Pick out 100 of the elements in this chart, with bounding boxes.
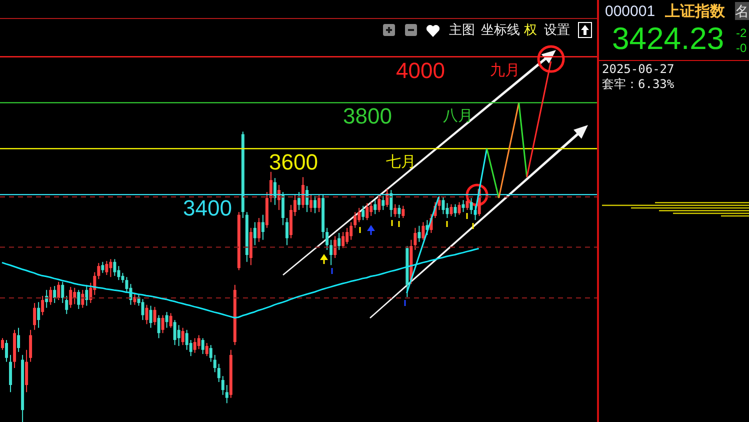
candlestick [398,204,401,219]
candlestick [161,314,164,334]
candlestick [97,262,100,280]
candlestick [257,218,260,242]
candlestick [65,295,68,315]
text: 上证指数 [665,3,725,20]
candlestick [310,194,313,213]
candlestick [470,198,473,215]
candlestick [370,202,373,216]
candlestick [17,327,20,352]
candlestick [201,338,204,355]
candlestick [73,287,76,305]
candlestick [314,195,317,214]
ref-line-label: 3800 [343,104,392,129]
candlestick [358,207,361,223]
candlestick [297,192,300,210]
candlestick [221,376,224,396]
candlestick [217,363,220,383]
candlestick [1,338,4,350]
candlestick [181,327,184,346]
candlestick [253,222,256,246]
candlestick [366,202,369,221]
annotation: 七月 [386,154,416,171]
text: 000001 [605,3,656,20]
candlestick [121,272,124,284]
candlestick [354,212,357,228]
candlestick [330,239,333,266]
candlestick [209,344,212,362]
candlestick [338,232,341,250]
text: 套牢：6.33% [602,77,674,92]
candlestick [462,200,465,213]
ref-line-label: 3600 [269,150,318,175]
candlestick [418,225,421,242]
candlestick [53,286,56,304]
annotation: 九月 [490,62,520,79]
candlestick [269,171,272,203]
text: -2 [736,26,747,40]
candlestick [197,334,200,350]
candlestick [285,218,288,246]
candlestick [346,227,349,244]
candlestick [446,202,449,219]
candlestick [193,338,196,354]
candlestick [442,196,445,215]
candlestick [342,232,345,249]
candlestick [9,354,12,393]
candlestick [185,329,188,350]
annotation: 坐标线 [481,22,520,38]
candlestick [69,286,72,308]
candlestick [281,192,284,226]
annotation: 八月 [443,108,473,125]
candlestick [458,202,461,216]
candlestick [105,260,108,276]
candlestick [414,227,417,250]
candlestick [149,305,152,328]
candlestick [378,194,381,213]
annotation: 主图 [449,22,475,38]
candlestick [450,204,453,216]
candlestick [81,289,84,308]
candlestick [101,261,104,274]
text: -0 [736,41,747,56]
candlestick [350,222,353,240]
candlestick [133,293,136,306]
candlestick [177,324,180,346]
candlestick [109,258,112,278]
candlestick [225,384,228,404]
candlestick [41,295,44,316]
candlestick [85,284,88,306]
candlestick [29,329,32,362]
candlestick [145,304,148,325]
candlestick [438,195,441,210]
candlestick [390,189,393,218]
candlestick [402,205,405,219]
candlestick [37,302,40,328]
annotation: 设置 [544,22,570,38]
candlestick [157,314,160,339]
candlestick [273,178,276,206]
candlestick [113,258,116,276]
text: 3424.23 [612,21,724,56]
candlestick [318,194,321,213]
candlestick [165,311,168,328]
candlestick [25,349,28,393]
candlestick [374,200,377,215]
ref-line-label: 3400 [183,196,232,221]
candlestick [169,312,172,328]
candlestick [77,289,80,310]
candlestick [49,286,52,306]
annotation: 权 [524,22,537,38]
candlestick [326,227,329,250]
candlestick [213,354,216,373]
candlestick [382,195,385,210]
text: 2025-06-27 [602,62,674,76]
candlestick [362,205,365,221]
candlestick [394,204,397,218]
candlestick [205,342,208,357]
candlestick [141,298,144,321]
candlestick [61,281,64,304]
candlestick [117,266,120,281]
candlestick [153,306,156,326]
text: 名 [735,2,749,20]
candlestick [5,339,8,362]
